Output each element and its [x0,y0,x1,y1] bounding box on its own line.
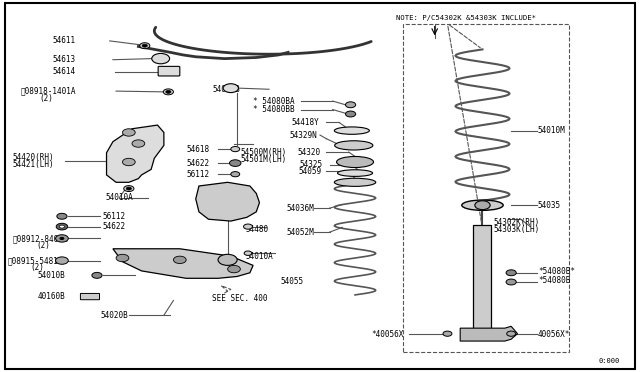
Text: 54010B: 54010B [38,271,65,280]
Circle shape [56,257,68,264]
Text: 54421(LH): 54421(LH) [13,160,54,169]
Text: (2): (2) [36,241,51,250]
Ellipse shape [152,54,170,64]
Bar [473,225,491,339]
Circle shape [56,235,68,242]
Polygon shape [196,182,259,221]
Text: 54320: 54320 [297,148,320,157]
Circle shape [56,223,68,230]
Text: *54080B*: *54080B* [538,267,575,276]
Circle shape [351,144,357,147]
Text: 56112: 56112 [186,170,209,179]
Text: 54480: 54480 [246,225,269,234]
Text: 54418Y: 54418Y [292,118,320,127]
FancyBboxPatch shape [158,66,180,76]
Text: (2): (2) [30,263,44,272]
Text: (2): (2) [40,94,54,103]
Text: 54010A: 54010A [246,252,273,262]
Circle shape [166,90,171,93]
Text: 54060B: 54060B [213,85,241,94]
Text: 54052M: 54052M [287,228,315,237]
Ellipse shape [335,141,373,150]
Text: *40056X: *40056X [371,330,403,339]
Ellipse shape [334,178,376,186]
Text: 54059: 54059 [299,167,322,176]
Text: *54080B: *54080B [538,276,570,285]
Circle shape [140,43,150,49]
Text: 54500M(RH): 54500M(RH) [241,148,287,157]
Circle shape [231,171,240,177]
Ellipse shape [337,157,374,167]
Text: 56112: 56112 [102,212,125,221]
Text: ⓝ08912-8401A: ⓝ08912-8401A [13,234,68,243]
Text: 54420(RH): 54420(RH) [13,153,54,162]
Circle shape [132,140,145,147]
Circle shape [346,111,356,117]
Text: 54055: 54055 [280,278,303,286]
Circle shape [346,102,356,108]
Text: 0:000: 0:000 [598,358,620,365]
Text: 54614: 54614 [52,67,76,76]
Text: 40160B: 40160B [38,292,65,301]
Text: ⓜ08915-5481A: ⓜ08915-5481A [8,256,63,265]
Text: 54622: 54622 [102,222,125,231]
Text: 54020B: 54020B [100,311,128,320]
Circle shape [506,270,516,276]
Ellipse shape [337,170,372,176]
Text: 54501M(LH): 54501M(LH) [241,155,287,164]
Text: * 54080BB: * 54080BB [253,105,294,114]
Circle shape [443,331,452,336]
Circle shape [507,331,516,336]
Circle shape [506,279,516,285]
Bar [403,23,568,352]
Circle shape [173,256,186,263]
Text: SEE SEC. 400: SEE SEC. 400 [212,294,267,303]
Circle shape [218,254,237,265]
Text: 54036M: 54036M [287,203,315,213]
Ellipse shape [334,127,369,134]
Text: 54035: 54035 [538,201,561,210]
Circle shape [122,129,135,136]
Circle shape [126,187,131,190]
Circle shape [116,254,129,262]
Polygon shape [113,249,253,278]
Text: 54303K(LH): 54303K(LH) [493,225,540,234]
Circle shape [92,272,102,278]
Circle shape [163,89,173,95]
Circle shape [244,224,252,229]
FancyBboxPatch shape [81,294,100,300]
Text: 54010M: 54010M [538,126,566,135]
Text: 54611: 54611 [52,36,76,45]
Text: ⓝ08918-1401A: ⓝ08918-1401A [20,87,76,96]
Circle shape [223,84,239,93]
Polygon shape [460,326,518,341]
Text: 40056X*: 40056X* [538,330,570,339]
Circle shape [231,147,240,152]
Text: 54010A: 54010A [105,193,133,202]
Text: 54302K(RH): 54302K(RH) [493,218,540,227]
Circle shape [244,251,252,256]
Circle shape [122,158,135,166]
Circle shape [142,44,147,47]
Text: 54613: 54613 [52,55,76,64]
Text: NOTE: P/C54302K &54303K INCLUDE*: NOTE: P/C54302K &54303K INCLUDE* [396,15,536,21]
Circle shape [228,265,241,273]
Circle shape [230,160,241,166]
Text: 54618: 54618 [186,145,209,154]
Circle shape [60,237,64,240]
Text: * 54080BA: * 54080BA [253,97,294,106]
Text: 54325: 54325 [300,160,323,169]
Polygon shape [106,125,164,182]
Ellipse shape [462,200,503,211]
Circle shape [124,186,134,192]
Circle shape [57,213,67,219]
Text: 54329N: 54329N [289,131,317,140]
Circle shape [60,225,65,228]
Text: 54622: 54622 [186,158,209,168]
Circle shape [475,201,490,210]
